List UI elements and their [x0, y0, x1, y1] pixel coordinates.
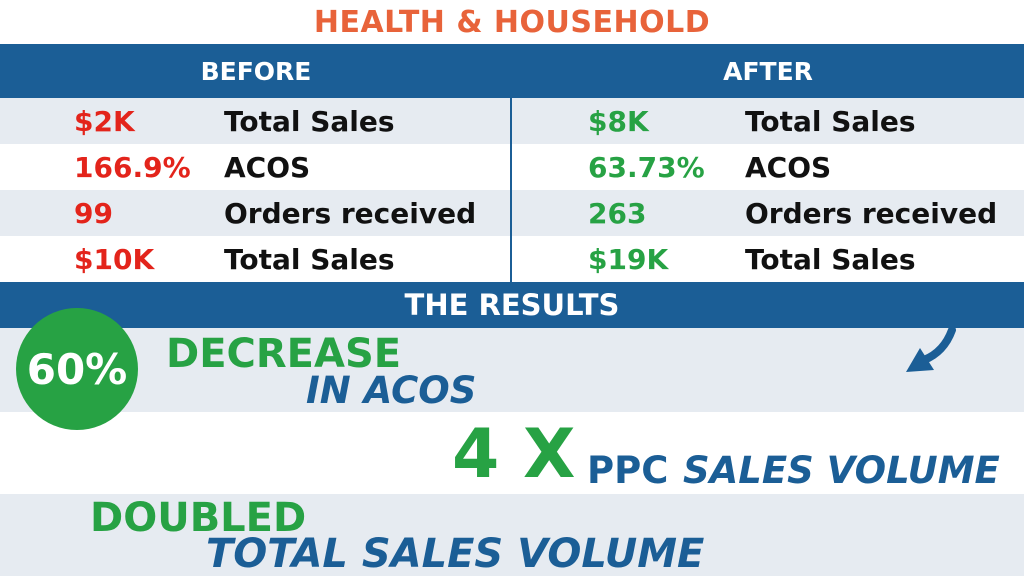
after-value: 63.73%	[588, 150, 705, 184]
before-label: Orders received	[224, 196, 477, 230]
results-band-acos	[0, 328, 1024, 412]
sales-volume-text: SALES VOLUME	[683, 449, 1000, 492]
in-acos-text: IN ACOS	[306, 369, 477, 412]
before-label: Total Sales	[224, 242, 395, 276]
results-band-total-sales	[0, 494, 1024, 576]
after-label: Orders received	[745, 196, 998, 230]
after-label: ACOS	[745, 150, 832, 184]
before-value: 99	[74, 196, 113, 230]
percentage-circle-badge: 60%	[16, 308, 138, 430]
before-value: 166.9%	[74, 150, 191, 184]
multiplier-text: 4 X	[452, 415, 576, 494]
arrow-down-left-icon	[906, 326, 956, 372]
before-label: ACOS	[224, 150, 311, 184]
total-sales-volume-text: TOTAL SALES VOLUME	[206, 531, 705, 576]
after-value: 263	[588, 196, 647, 230]
comparison-table: $2K Total Sales $8K Total Sales 166.9% A…	[0, 98, 1024, 282]
before-value: $10K	[74, 242, 155, 276]
results-heading: THE RESULTS	[0, 282, 1024, 328]
doubled-text: DOUBLED	[90, 495, 307, 541]
before-column-header: BEFORE	[200, 56, 312, 86]
after-column-header: AFTER	[723, 56, 813, 86]
column-divider	[510, 98, 512, 282]
ppc-text: PPC	[587, 449, 669, 492]
page-title: HEALTH & HOUSEHOLD	[313, 4, 711, 40]
decrease-text: DECREASE	[166, 331, 402, 377]
table-row: 166.9% ACOS 63.73% ACOS	[0, 144, 1024, 190]
before-label: Total Sales	[224, 104, 395, 138]
column-header-bar: BEFORE AFTER	[0, 44, 1024, 98]
results-band-ppc	[0, 412, 1024, 494]
table-row: $2K Total Sales $8K Total Sales	[0, 98, 1024, 144]
after-value: $19K	[588, 242, 669, 276]
after-label: Total Sales	[745, 104, 916, 138]
after-label: Total Sales	[745, 242, 916, 276]
table-row: 99 Orders received 263 Orders received	[0, 190, 1024, 236]
after-value: $8K	[588, 104, 649, 138]
before-value: $2K	[74, 104, 135, 138]
table-row: $10K Total Sales $19K Total Sales	[0, 236, 1024, 282]
